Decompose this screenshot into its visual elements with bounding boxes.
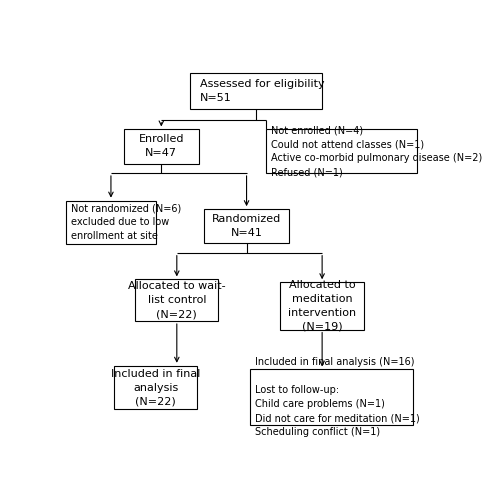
FancyBboxPatch shape <box>250 369 413 424</box>
FancyBboxPatch shape <box>280 282 364 330</box>
FancyBboxPatch shape <box>135 280 218 321</box>
Text: Included in final
analysis
(N=22): Included in final analysis (N=22) <box>111 369 200 407</box>
Text: Not enrolled (N=4)
Could not attend classes (N=1)
Active co-morbid pulmonary dis: Not enrolled (N=4) Could not attend clas… <box>270 125 482 177</box>
FancyBboxPatch shape <box>266 129 417 173</box>
FancyBboxPatch shape <box>190 73 322 109</box>
FancyBboxPatch shape <box>66 201 156 244</box>
Text: Enrolled
N=47: Enrolled N=47 <box>138 135 184 158</box>
Text: Allocated to wait-
list control
(N=22): Allocated to wait- list control (N=22) <box>128 281 226 319</box>
FancyBboxPatch shape <box>114 366 197 409</box>
Text: Randomized
N=41: Randomized N=41 <box>212 214 281 238</box>
Text: Not randomized (N=6)
excluded due to low
enrollment at site: Not randomized (N=6) excluded due to low… <box>71 204 182 242</box>
Text: Included in final analysis (N=16)

Lost to follow-up:
Child care problems (N=1)
: Included in final analysis (N=16) Lost t… <box>255 357 420 437</box>
FancyBboxPatch shape <box>204 209 289 243</box>
Text: Allocated to
meditation
intervention
(N=19): Allocated to meditation intervention (N=… <box>288 280 356 332</box>
Text: Assessed for eligibility
N=51: Assessed for eligibility N=51 <box>200 79 324 104</box>
FancyBboxPatch shape <box>124 129 199 164</box>
